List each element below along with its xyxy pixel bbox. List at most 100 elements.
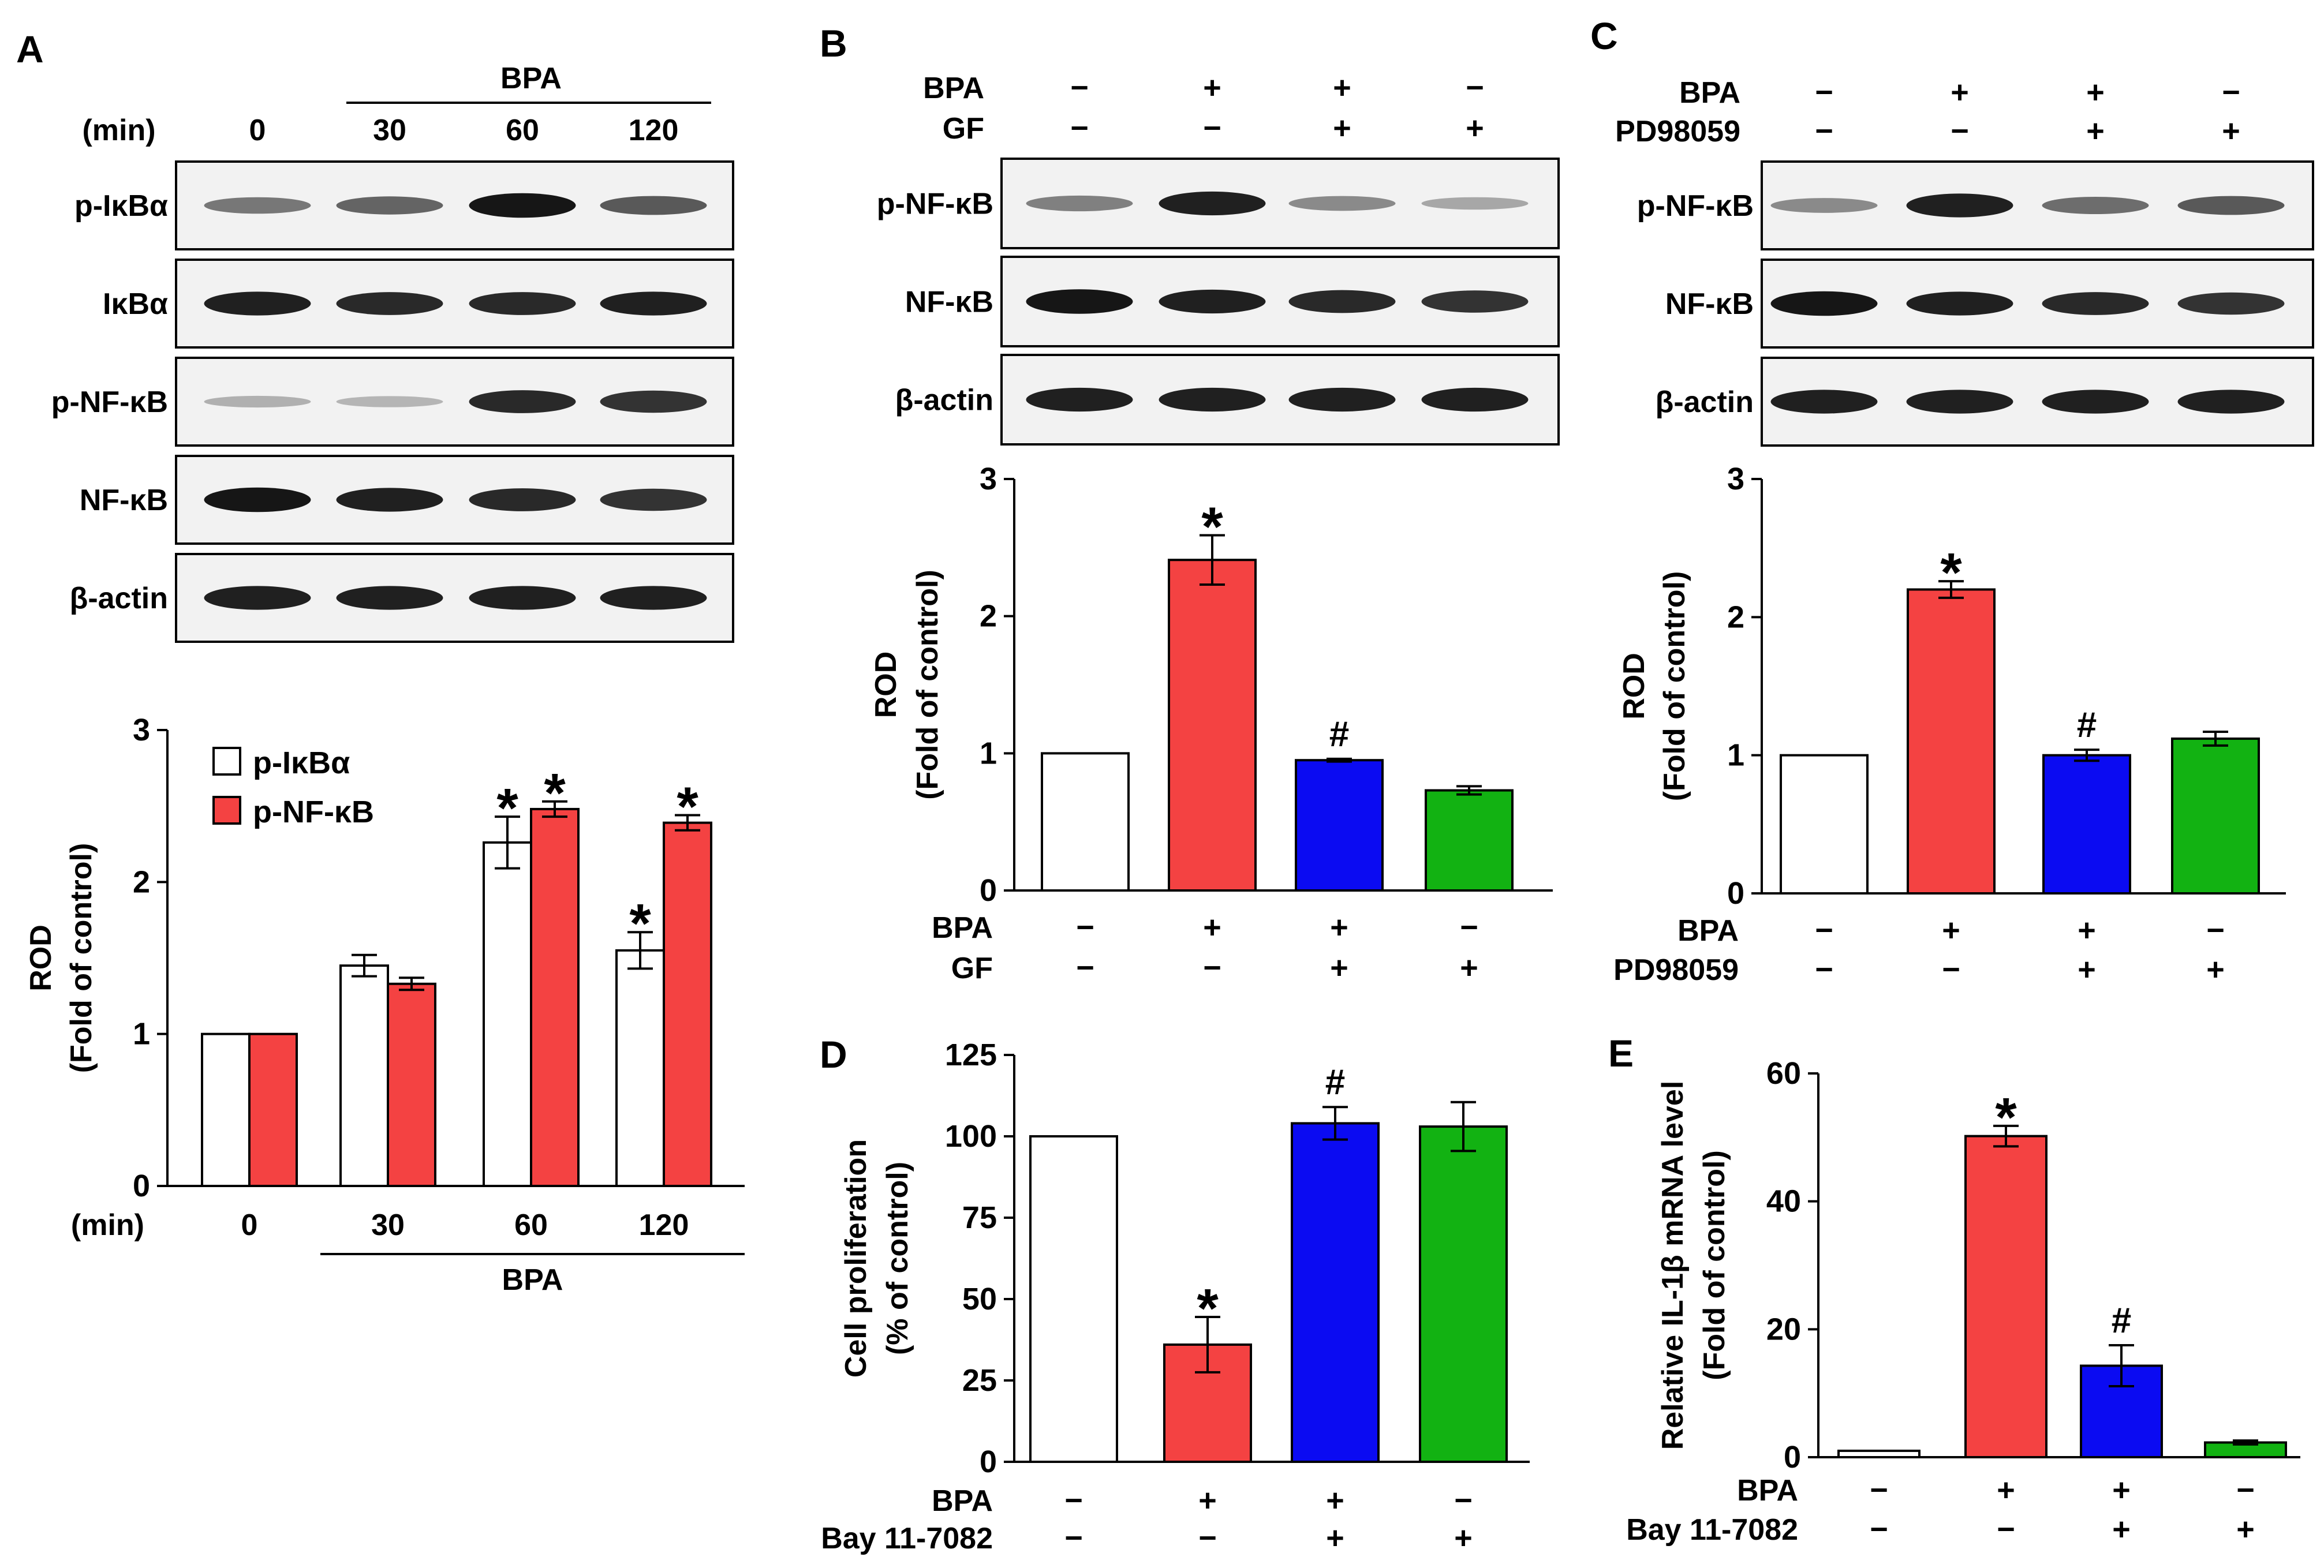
bar	[2171, 737, 2260, 895]
bar	[1907, 588, 1996, 895]
blot-band	[2042, 292, 2149, 315]
blot-row-label: p-IκBα	[74, 189, 168, 223]
blot-band	[1421, 197, 1529, 210]
condition-sign: −	[2206, 913, 2225, 948]
blot-band	[1421, 387, 1529, 412]
bar	[1041, 752, 1130, 892]
significance-star: *	[496, 777, 518, 839]
panel-a-blot: p-IκBα IκBα p-NF-κB NF-κB β-actin	[51, 160, 734, 643]
y-tick-label: 1	[133, 1017, 150, 1051]
blot-band	[469, 390, 576, 413]
bar	[663, 821, 712, 1187]
panel-a-lane-label: 0	[249, 114, 266, 147]
panel-a-letter: A	[16, 28, 44, 70]
panel-a-lane-label: 30	[373, 114, 406, 147]
bar	[615, 949, 665, 1188]
condition-label: BPA	[1677, 914, 1739, 948]
condition-sign: +	[2086, 75, 2105, 110]
significance-hash: #	[2077, 705, 2097, 745]
blot-band	[204, 291, 311, 316]
condition-label: GF	[943, 112, 984, 145]
x-tick-label: 30	[371, 1208, 405, 1242]
blot-band	[336, 396, 443, 407]
blot-band	[204, 487, 311, 512]
condition-label: PD98059	[1615, 115, 1740, 148]
blot-row-label: NF-κB	[905, 286, 993, 319]
condition-sign: +	[1330, 910, 1348, 945]
bar	[1964, 1135, 2047, 1459]
blot-band	[1906, 291, 2013, 316]
blot-row-label: p-NF-κB	[877, 188, 993, 221]
condition-label: Bay 11-7082	[821, 1522, 993, 1555]
condition-sign: +	[1203, 910, 1221, 945]
condition-sign: +	[1326, 1521, 1344, 1555]
condition-label: BPA	[1737, 1474, 1798, 1507]
y-axis-label: ROD	[1617, 653, 1651, 720]
y-tick-label: 2	[133, 865, 150, 899]
y-tick-label: 0	[133, 1169, 150, 1203]
blot-band	[1288, 387, 1396, 412]
bar	[1291, 1122, 1380, 1463]
blot-band	[1159, 191, 1266, 216]
bar	[339, 964, 389, 1187]
y-axis-label: Relative IL-1β mRNA level	[1656, 1081, 1690, 1450]
condition-sign: +	[1997, 1473, 2015, 1507]
bar	[1780, 754, 1869, 895]
condition-sign: −	[1064, 1521, 1083, 1555]
condition-sign: +	[1454, 1521, 1473, 1555]
x-tick-label: 60	[514, 1208, 548, 1242]
condition-sign: +	[1330, 950, 1348, 985]
blot-band	[1770, 198, 1878, 213]
bar	[2042, 754, 2131, 895]
y-axis-label: (% of control)	[881, 1162, 914, 1355]
blot-band	[204, 197, 311, 214]
panel-c-letter: C	[1590, 14, 1618, 57]
condition-sign: −	[1997, 1512, 2015, 1547]
condition-sign: +	[2078, 913, 2096, 948]
condition-sign: +	[2222, 114, 2240, 148]
blot-band	[600, 390, 707, 413]
condition-sign: +	[1951, 75, 1969, 110]
legend-swatch	[212, 796, 241, 825]
condition-sign: −	[1070, 111, 1089, 145]
blot-band	[204, 586, 311, 610]
significance-star: *	[544, 762, 566, 824]
y-tick-label: 0	[980, 1444, 997, 1479]
blot-band	[336, 292, 443, 315]
x-tick-label: 120	[639, 1208, 689, 1242]
blot-row-label: NF-κB	[1665, 287, 1754, 321]
y-tick-label: 60	[1766, 1056, 1801, 1091]
blot-band	[2042, 197, 2149, 214]
blot-band	[469, 488, 576, 511]
blot-band	[1159, 387, 1266, 412]
blot-band	[2177, 390, 2285, 414]
condition-label: PD98059	[1613, 953, 1739, 987]
panel-c-chart: 0 1 2 3 ROD (Fold of control) * # BPA − + + − PD98059…	[1613, 462, 2286, 987]
condition-label: Bay 11-7082	[1626, 1513, 1798, 1547]
panel-b-chart: 0 1 2 3 ROD (Fold of control) * # BPA − + + − GF − − + +	[869, 462, 1553, 985]
blot-band	[1770, 291, 1878, 316]
condition-sign: −	[1203, 950, 1221, 985]
x-tick-label: 0	[241, 1208, 258, 1242]
x-prefix-label: (min)	[71, 1208, 144, 1242]
blot-row-label: p-NF-κB	[51, 386, 168, 419]
condition-sign: −	[1815, 913, 1833, 948]
blot-band	[336, 196, 443, 215]
y-tick-label: 1	[980, 736, 997, 770]
bar	[1419, 1125, 1508, 1463]
condition-sign: −	[1870, 1512, 1888, 1547]
condition-sign: −	[1951, 114, 1969, 148]
y-axis-label: Cell proliferation	[839, 1139, 873, 1378]
condition-label: BPA	[923, 72, 984, 105]
y-tick-label: 0	[980, 873, 997, 908]
condition-sign: +	[2206, 952, 2225, 987]
bar	[1837, 1449, 1921, 1459]
condition-sign: −	[1076, 910, 1094, 945]
blot-band	[1026, 195, 1133, 212]
condition-sign: +	[1942, 913, 1960, 948]
blot-band	[1288, 196, 1396, 211]
significance-hash: #	[1329, 714, 1349, 754]
panel-a-blot-treatment: BPA	[500, 62, 562, 95]
blot-band	[600, 291, 707, 316]
